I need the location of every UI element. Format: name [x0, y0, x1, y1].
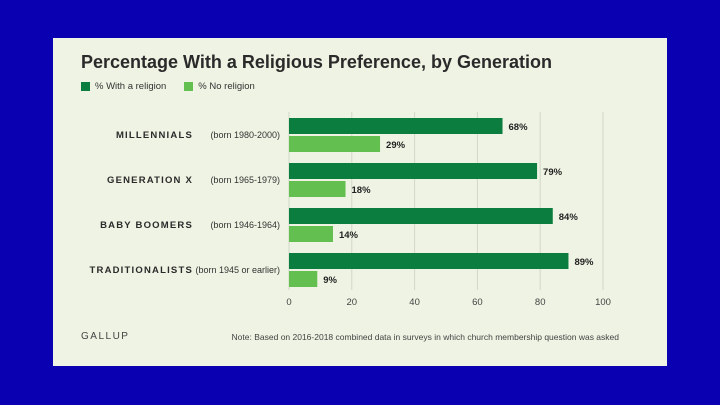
x-tick-label: 80 [535, 297, 546, 308]
category-name-label: MILLENNIALS [116, 130, 193, 141]
x-tick-label: 60 [472, 297, 483, 308]
data-label: 18% [352, 185, 372, 196]
legend-item-no-religion: % No religion [184, 81, 255, 92]
x-tick-label: 40 [409, 297, 420, 308]
x-tick-label: 100 [595, 297, 611, 308]
legend-swatch-with-religion [81, 82, 90, 91]
data-label: 29% [386, 140, 406, 151]
legend-label-with-religion: % With a religion [95, 81, 167, 92]
bar [289, 271, 318, 287]
bar [289, 136, 381, 152]
data-label: 9% [323, 275, 337, 286]
chart-title: Percentage With a Religious Preference, … [81, 52, 552, 72]
bar [289, 253, 569, 269]
bar [289, 163, 538, 179]
chart-card: Percentage With a Religious Preference, … [53, 38, 667, 366]
bar [289, 208, 553, 224]
chart-legend: % With a religion % No religion [81, 81, 255, 92]
x-tick-label: 20 [347, 297, 358, 308]
x-tick-label: 0 [286, 297, 291, 308]
category-name-label: BABY BOOMERS [100, 220, 193, 231]
bar [289, 118, 503, 134]
bar-chart: 0 20 40 60 80 100 MILLENNIALS (born 1980-2000) 6… [90, 112, 611, 308]
category-sub-label: (born 1965-1979) [210, 175, 280, 185]
brand-logo-text: GALLUP [81, 331, 130, 342]
data-label: 14% [339, 230, 359, 241]
category-sub-label: (born 1980-2000) [210, 130, 280, 140]
category-sub-label: (born 1945 or earlier) [195, 265, 280, 275]
category-name-label: GENERATION X [107, 175, 193, 186]
data-label: 84% [559, 212, 579, 223]
footer-note: Note: Based on 2016-2018 combined data i… [231, 332, 619, 342]
bar [289, 181, 346, 197]
bar [289, 226, 333, 242]
data-label: 68% [509, 122, 529, 133]
data-label: 79% [543, 167, 563, 178]
category-name-label: TRADITIONALISTS [90, 265, 194, 276]
legend-label-no-religion: % No religion [198, 81, 255, 92]
legend-item-with-religion: % With a religion [81, 81, 166, 92]
legend-swatch-no-religion [184, 82, 194, 91]
category-sub-label: (born 1946-1964) [210, 220, 280, 230]
data-label: 89% [574, 257, 594, 268]
